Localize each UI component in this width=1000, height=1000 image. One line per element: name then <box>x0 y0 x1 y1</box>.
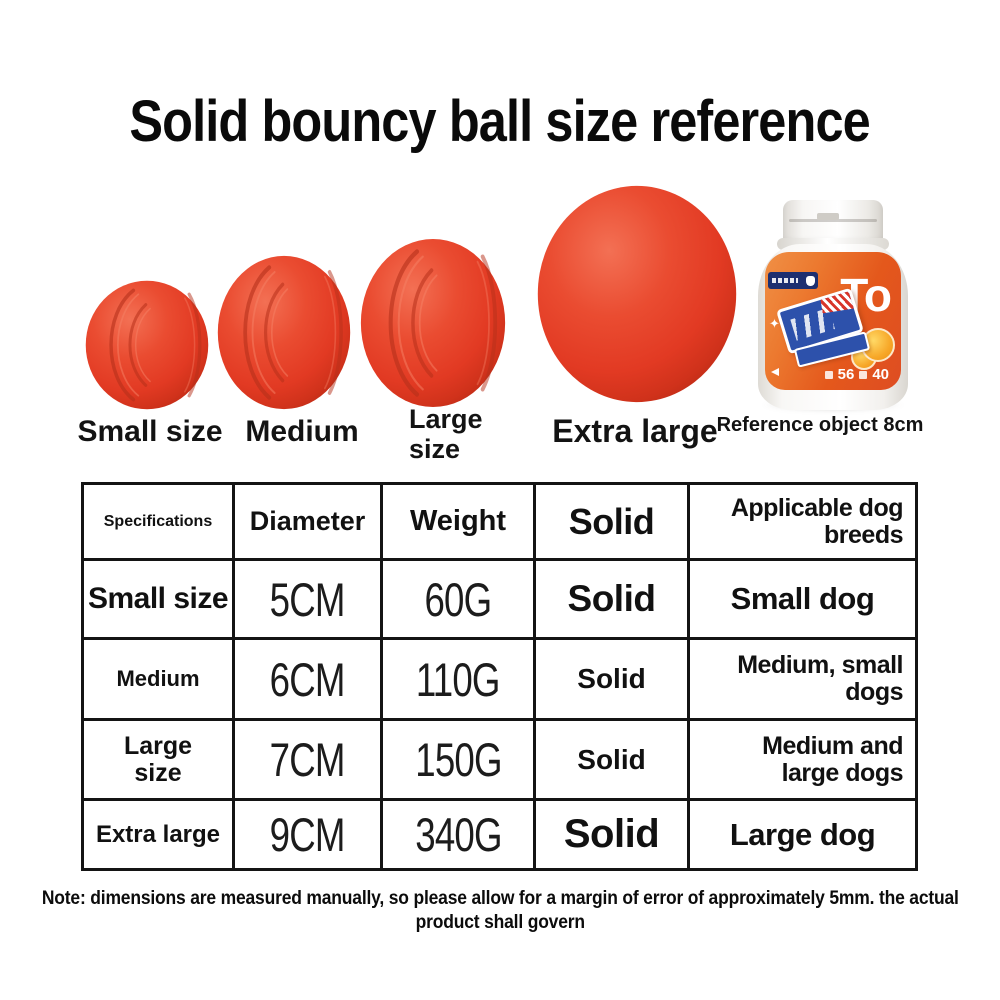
ball-large-image <box>360 239 506 407</box>
ball-large-label: Large size <box>409 404 483 464</box>
table-row: Extra large 9CM 340G Solid Large dog <box>81 798 918 871</box>
ball-grooves <box>388 249 498 397</box>
cell-weight: 150G <box>380 718 536 801</box>
header-solid: Solid <box>533 482 690 561</box>
badge-text-marks <box>772 278 798 283</box>
table-row: Large size 7CM 150G Solid Medium and lar… <box>81 718 918 801</box>
cell-breeds: Medium, small dogs <box>687 637 918 721</box>
specification-table: Specifications Diameter Weight Solid App… <box>81 482 918 871</box>
cell-diameter: 6CM <box>232 637 383 721</box>
logo-glyph-marks <box>790 307 835 341</box>
ball-extra-large-label: Extra large <box>552 413 718 449</box>
cell-solid: Solid <box>533 558 690 640</box>
tooth-icon <box>806 275 815 286</box>
cell-breeds: Small dog <box>687 558 918 640</box>
sparkle-icon: ✦ <box>769 316 780 331</box>
ball-extra-large-image <box>537 185 737 403</box>
header-specifications: Specifications <box>81 482 235 561</box>
cell-weight: 340G <box>380 798 536 871</box>
ball-grooves <box>109 288 202 402</box>
cell-diameter: 5CM <box>232 558 383 640</box>
bottle-label: ✦ To 56 40 <box>765 252 901 390</box>
table-row: Small size 5CM 60G Solid Small dog <box>81 558 918 640</box>
cell-size-name: Extra large <box>81 798 235 871</box>
page-title: Solid bouncy ball size reference <box>129 89 871 154</box>
reference-bottle: ✦ To 56 40 <box>755 200 911 412</box>
bottle-cap <box>783 200 883 244</box>
cell-breeds: Medium and large dogs <box>687 718 918 801</box>
cap-seam <box>789 219 877 222</box>
cjk-mark <box>824 370 833 379</box>
page-title-wrap: Solid bouncy ball size reference <box>0 88 1000 155</box>
ball-medium-image <box>217 255 351 410</box>
ball-grooves <box>243 265 343 400</box>
table-row: Medium 6CM 110G Solid Medium, small dogs <box>81 637 918 721</box>
header-weight: Weight <box>380 482 536 561</box>
ball-small-image <box>85 280 209 410</box>
note-wrap: Note: dimensions are measured manually, … <box>0 887 1000 935</box>
ball-medium-label: Medium <box>245 415 359 448</box>
net-weight-text: 56 <box>837 366 855 383</box>
cell-weight: 110G <box>380 637 536 721</box>
cell-solid: Solid <box>533 637 690 721</box>
cell-solid: Solid <box>533 798 690 871</box>
cell-diameter: 9CM <box>232 798 383 871</box>
cell-size-name: Large size <box>81 718 235 801</box>
brand-badge <box>768 272 818 289</box>
cell-size-name: Small size <box>81 558 235 640</box>
ball-small-label: Small size <box>77 415 223 448</box>
label-arrow-icon <box>771 368 779 376</box>
cjk-mark <box>859 370 868 379</box>
count-text: 40 <box>872 366 889 383</box>
cap-notch <box>817 213 839 220</box>
orange-slice-icon <box>861 328 895 362</box>
reference-object-label: Reference object 8cm <box>716 414 924 436</box>
cell-diameter: 7CM <box>232 718 383 801</box>
note-text: Note: dimensions are measured manually, … <box>41 888 959 933</box>
cell-size-name: Medium <box>81 637 235 721</box>
table-header-row: Specifications Diameter Weight Solid App… <box>81 482 918 561</box>
header-diameter: Diameter <box>232 482 383 561</box>
cell-weight: 60G <box>380 558 536 640</box>
label-bottom-text: 56 40 <box>765 366 901 383</box>
cell-breeds: Large dog <box>687 798 918 871</box>
header-applicable-breeds: Applicable dog breeds <box>687 482 918 561</box>
cell-solid: Solid <box>533 718 690 801</box>
